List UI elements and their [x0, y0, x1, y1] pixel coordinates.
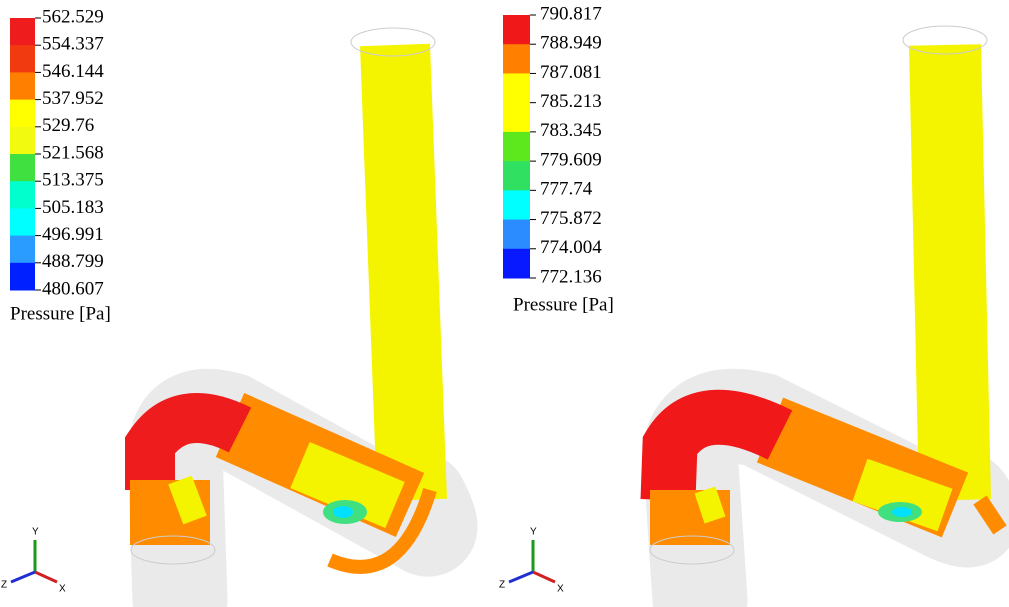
color-band — [10, 100, 35, 128]
legend-label: 774.004 — [540, 237, 602, 258]
legend-label: 537.952 — [42, 88, 104, 109]
legend-label: 788.949 — [540, 33, 602, 54]
legend-label: 790.817 — [540, 3, 602, 24]
axis-label: X — [59, 584, 66, 595]
axis-label: Y — [32, 527, 39, 538]
legend-title: Pressure [Pa] — [10, 303, 111, 324]
legend-label: 777.74 — [540, 179, 593, 200]
legend-label: 480.607 — [42, 278, 104, 299]
axis-label: Z — [499, 580, 505, 591]
color-band — [503, 132, 530, 162]
flow-left — [131, 28, 435, 600]
color-band — [10, 208, 35, 236]
legend-label: 785.213 — [540, 91, 602, 112]
color-band — [503, 190, 530, 220]
legend-label: 546.144 — [42, 61, 104, 82]
flow-right — [650, 26, 1000, 600]
color-band — [503, 44, 530, 74]
legend-label: 562.529 — [42, 6, 104, 27]
axis-triad: Y X Z — [499, 527, 564, 595]
legend: 790.817 788.949 787.081 785.213 783.345 779.6… — [503, 3, 614, 315]
figure: 562.529 554.337 546.144 537.952 529.76 521.56… — [0, 0, 1009, 607]
color-band — [503, 73, 530, 103]
axis-label: X — [557, 584, 564, 595]
legend-label: 513.375 — [42, 170, 104, 191]
legend-label: 783.345 — [540, 120, 602, 141]
color-band — [10, 45, 35, 73]
color-band — [10, 236, 35, 264]
color-band — [10, 154, 35, 182]
color-band — [503, 249, 530, 279]
color-band — [10, 181, 35, 209]
color-band — [503, 15, 530, 45]
legend-label: 521.568 — [42, 142, 104, 163]
color-band — [503, 161, 530, 191]
color-band — [10, 72, 35, 100]
color-band — [503, 220, 530, 250]
axis-x — [533, 572, 555, 582]
color-band — [10, 263, 35, 291]
legend: 562.529 554.337 546.144 537.952 529.76 521.56… — [10, 6, 111, 324]
legend-label: 554.337 — [42, 34, 104, 55]
color-band — [503, 103, 530, 133]
legend-label: 488.799 — [42, 251, 104, 272]
legend-label: 505.183 — [42, 197, 104, 218]
axis-label: Z — [1, 580, 7, 591]
legend-label: 775.872 — [540, 208, 602, 229]
legend-label: 496.991 — [42, 224, 104, 245]
legend-label: 772.136 — [540, 266, 602, 287]
color-band — [10, 127, 35, 155]
axis-label: Y — [530, 527, 537, 538]
axis-z — [509, 572, 533, 582]
axis-triad: Y X Z — [1, 527, 66, 595]
legend-label: 779.609 — [540, 149, 602, 170]
legend-label: 787.081 — [540, 62, 602, 83]
axis-z — [11, 572, 35, 582]
color-band — [10, 18, 35, 46]
legend-label: 529.76 — [42, 115, 94, 136]
axis-x — [35, 572, 57, 582]
legend-title: Pressure [Pa] — [513, 294, 614, 315]
